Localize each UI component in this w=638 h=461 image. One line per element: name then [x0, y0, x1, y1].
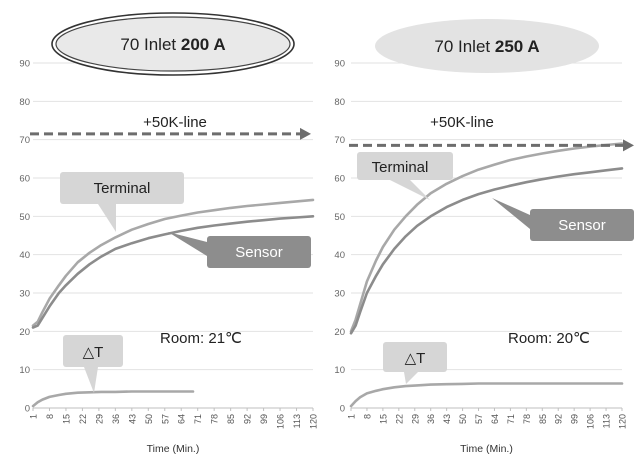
room-temperature-label: Room: 21℃	[160, 330, 242, 347]
chart-title: 70 Inlet 250 A	[434, 37, 539, 56]
legend-label-delta-t: △T	[405, 350, 426, 367]
x-tick-label: 22	[394, 414, 404, 424]
chart-title: 70 Inlet 200 A	[120, 35, 225, 54]
x-tick-label: 106	[586, 414, 596, 429]
x-tick-label: 36	[111, 414, 121, 424]
y-tick-label: 70	[334, 135, 345, 146]
x-tick-label: 15	[378, 414, 388, 424]
y-tick-label: 40	[334, 250, 345, 261]
y-tick-label: 30	[19, 289, 30, 300]
x-tick-label: 64	[490, 414, 500, 424]
x-tick-label: 99	[259, 414, 269, 424]
y-tick-label: 30	[334, 289, 345, 300]
callout-box-terminal	[60, 172, 184, 204]
y-tick-label: 10	[334, 365, 345, 376]
y-tick-label: 0	[340, 404, 345, 415]
callout-box-delta-t	[383, 342, 447, 372]
series-line-delta-t	[31, 390, 195, 408]
y-tick-label: 50	[334, 212, 345, 223]
legend-label-sensor: Sensor	[558, 217, 606, 234]
y-tick-label: 40	[19, 250, 30, 261]
series-line-sensor	[349, 167, 624, 335]
x-tick-label: 99	[570, 414, 580, 424]
x-axis-label: Time (Min.)	[147, 443, 200, 455]
x-tick-label: 92	[554, 414, 564, 424]
x-tick-label: 43	[442, 414, 452, 424]
callout-tail-sensor	[492, 198, 530, 229]
x-tick-label: 120	[618, 414, 628, 429]
x-tick-label: 36	[426, 414, 436, 424]
x-tick-label: 43	[127, 414, 137, 424]
x-tick-label: 113	[602, 414, 612, 428]
x-tick-label: 29	[410, 414, 420, 424]
x-tick-label: 78	[210, 414, 220, 424]
x-tick-label: 8	[45, 414, 55, 419]
x-tick-label: 71	[193, 414, 203, 424]
limit-line-arrowhead	[623, 139, 634, 152]
callout-tail-terminal	[98, 204, 116, 232]
legend-label-sensor: Sensor	[235, 244, 283, 261]
y-tick-label: 90	[334, 59, 345, 70]
x-tick-label: 120	[309, 414, 319, 429]
x-tick-label: 85	[226, 414, 236, 424]
chart-title-bold: 200 A	[181, 35, 226, 54]
callout-box-sensor	[207, 236, 311, 268]
x-tick-label: 57	[160, 414, 170, 424]
callout-box-terminal	[357, 152, 453, 180]
y-tick-label: 20	[334, 327, 345, 338]
y-tick-label: 10	[19, 365, 30, 376]
limit-line-label: +50K-line	[143, 114, 207, 131]
legend-label-terminal: Terminal	[372, 159, 429, 176]
y-tick-label: 0	[25, 404, 30, 415]
y-tick-label: 60	[334, 174, 345, 185]
series-line-delta-t	[349, 382, 624, 408]
x-tick-label: 85	[538, 414, 548, 424]
x-tick-label: 1	[29, 414, 39, 419]
callout-tail-terminal	[390, 180, 430, 200]
x-tick-label: 57	[474, 414, 484, 424]
callout-tail-sensor	[168, 232, 207, 256]
x-tick-label: 78	[522, 414, 532, 424]
x-tick-label: 1	[347, 414, 357, 419]
y-tick-label: 70	[19, 135, 30, 146]
x-tick-label: 50	[458, 414, 468, 424]
y-tick-label: 90	[19, 59, 30, 70]
y-tick-label: 50	[19, 212, 30, 223]
x-tick-label: 8	[362, 414, 372, 419]
chart-title-plain: 70 Inlet	[120, 35, 181, 54]
callout-box-sensor	[530, 209, 634, 241]
x-tick-label: 29	[94, 414, 104, 424]
x-tick-label: 15	[61, 414, 71, 424]
series-line-sensor	[31, 215, 315, 329]
y-tick-label: 80	[334, 97, 345, 108]
callout-box-delta-t	[63, 335, 123, 367]
y-tick-label: 80	[19, 97, 30, 108]
series-line-terminal	[31, 198, 315, 327]
legend-label-delta-t: △T	[83, 344, 104, 361]
callout-tail-delta-t	[404, 372, 418, 384]
y-tick-label: 60	[19, 174, 30, 185]
series-line-terminal	[349, 142, 624, 333]
x-tick-label: 106	[276, 414, 286, 429]
x-tick-label: 50	[144, 414, 154, 424]
chart-title-bold: 250 A	[495, 37, 540, 56]
callout-tail-delta-t	[84, 367, 98, 393]
chart-panel-1: 0 10 20 30 40 50 60 70 80 90 1 8 15 22 29 36 43 50 57 64 71 7…	[19, 12, 319, 455]
limit-line-label: +50K-line	[430, 114, 494, 131]
room-temperature-label: Room: 20℃	[508, 330, 590, 347]
chart-panel-2: 0 10 20 30 40 50 60 70 80 90 1 8 15 22 29 36 43 50 57 64 71 7…	[334, 19, 634, 455]
chart-title-plain: 70 Inlet	[434, 37, 495, 56]
title-oval	[375, 19, 599, 73]
legend-label-terminal: Terminal	[94, 180, 151, 197]
limit-line-arrowhead	[300, 127, 311, 140]
x-tick-label: 22	[78, 414, 88, 424]
x-tick-label: 71	[506, 414, 516, 424]
x-tick-label: 64	[177, 414, 187, 424]
x-axis-label: Time (Min.)	[460, 443, 513, 455]
x-tick-label: 92	[243, 414, 253, 424]
x-tick-label: 113	[292, 414, 302, 428]
title-oval	[55, 16, 291, 72]
y-tick-label: 20	[19, 327, 30, 338]
